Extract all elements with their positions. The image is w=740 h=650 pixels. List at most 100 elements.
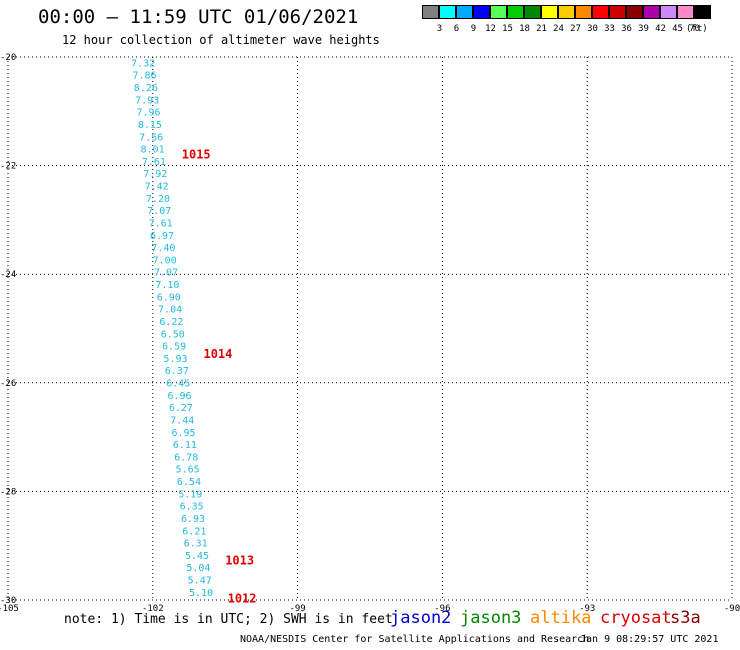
legend-label: 70	[689, 24, 700, 34]
legend-label: 36	[621, 24, 632, 34]
legend-swatch	[609, 5, 626, 19]
lon-tick-label: -96	[434, 604, 450, 614]
legend-label: 27	[570, 24, 581, 34]
lon-tick-label: -90	[724, 604, 740, 614]
wave-height-value: 7.93	[135, 95, 159, 106]
wave-height-value: 8.26	[134, 83, 158, 94]
lat-tick-label: -30	[0, 596, 16, 606]
legend-label: 9	[470, 24, 477, 34]
wave-height-value: 6.96	[167, 391, 191, 402]
wave-height-value: 8.01	[141, 145, 165, 156]
legend-label: 21	[536, 24, 547, 34]
legend-label: 45	[672, 24, 683, 34]
legend-swatch	[456, 5, 473, 19]
wave-height-value: 7.42	[145, 182, 169, 193]
footer-organization: NOAA/NESDIS Center for Satellite Applica…	[240, 634, 590, 645]
legend-label: 6	[453, 24, 460, 34]
pressure-label: 1015	[182, 148, 211, 162]
wave-height-value: 5.10	[189, 588, 213, 599]
wave-height-value: 7.00	[153, 255, 177, 266]
footer-timestamp: Jan 9 08:29:57 UTC 2021	[580, 634, 719, 645]
satellite-s3a: s3a	[670, 608, 701, 628]
legend-swatch	[660, 5, 677, 19]
wave-height-value: 5.04	[186, 563, 210, 574]
page-title: 00:00 – 11:59 UTC 01/06/2021	[38, 6, 359, 28]
wave-height-value: 7.07	[147, 206, 171, 217]
legend-swatch	[626, 5, 643, 19]
wave-height-value: 5.47	[188, 576, 212, 587]
wave-height-value: 6.93	[181, 514, 205, 525]
wave-height-value: 6.21	[182, 526, 206, 537]
wave-height-value: 7.61	[149, 218, 173, 229]
wave-height-value: 6.78	[174, 452, 198, 463]
legend-label: 12	[485, 24, 496, 34]
wave-height-value: 7.04	[158, 305, 182, 316]
wave-height-value: 6.35	[180, 502, 204, 513]
wave-height-value: 7.07	[154, 268, 178, 279]
wave-height-value: 7.32	[131, 58, 155, 69]
legend-swatch	[677, 5, 694, 19]
legend-swatch	[507, 5, 524, 19]
wave-height-value: 7.10	[155, 280, 179, 291]
legend-swatch	[439, 5, 456, 19]
legend-swatch	[524, 5, 541, 19]
legend-swatch	[694, 5, 711, 19]
wave-height-value: 7.56	[139, 132, 163, 143]
legend-unit: (ft)	[686, 24, 708, 34]
legend-swatch	[643, 5, 660, 19]
wave-height-value: 7.40	[151, 243, 175, 254]
legend-swatch	[422, 5, 439, 19]
wave-height-value: 6.27	[169, 403, 193, 414]
legend-label: 39	[638, 24, 649, 34]
lon-tick-label: -99	[289, 604, 305, 614]
pressure-label: 1012	[228, 591, 257, 605]
legend-label: 15	[502, 24, 513, 34]
legend-swatch	[473, 5, 490, 19]
wave-height-value: 7.92	[143, 169, 167, 180]
legend-swatch	[575, 5, 592, 19]
wave-height-value: 6.59	[162, 342, 186, 353]
legend-label: 30	[587, 24, 598, 34]
satellite-jason2: jason2	[390, 608, 452, 628]
satellite-jason3: jason3	[460, 608, 522, 628]
legend-swatch	[490, 5, 507, 19]
wave-height-value: 7.86	[132, 71, 156, 82]
wave-height-value: 6.37	[165, 366, 189, 377]
wave-height-value: 7.61	[142, 157, 166, 168]
wave-height-value: 5.93	[163, 354, 187, 365]
wave-height-value: 6.95	[172, 428, 196, 439]
legend-label: 24	[553, 24, 564, 34]
wave-height-value: 7.20	[146, 194, 170, 205]
legend-swatch	[592, 5, 609, 19]
legend-swatch	[558, 5, 575, 19]
wave-height-value: 7.44	[170, 415, 194, 426]
legend-label: 18	[519, 24, 530, 34]
wave-height-value: 6.90	[157, 292, 181, 303]
legend-label: 42	[655, 24, 666, 34]
wave-height-value: 5.19	[178, 489, 202, 500]
wave-height-value: 6.54	[177, 477, 201, 488]
wave-height-value: 6.31	[184, 539, 208, 550]
lat-tick-label: -26	[0, 379, 16, 389]
pressure-label: 1014	[203, 347, 232, 361]
satellite-cryosat: cryosat	[600, 608, 672, 628]
lat-tick-label: -22	[0, 162, 16, 172]
legend-swatch	[541, 5, 558, 19]
wave-height-value: 6.97	[150, 231, 174, 242]
lon-tick-label: -102	[142, 604, 164, 614]
wave-height-value: 7.96	[136, 108, 160, 119]
wave-height-value: 6.50	[161, 329, 185, 340]
wave-height-value: 6.11	[173, 440, 197, 451]
wave-height-value: 5.65	[176, 465, 200, 476]
lat-tick-label: -28	[0, 487, 16, 497]
lon-tick-label: -93	[579, 604, 595, 614]
lon-tick-label: -105	[0, 604, 19, 614]
wave-height-value: 5.45	[185, 551, 209, 562]
satellite-altika: altika	[530, 608, 592, 628]
legend-label: 33	[604, 24, 615, 34]
pressure-label: 1013	[225, 553, 254, 567]
wave-height-value: 6.22	[159, 317, 183, 328]
wave-height-value: 8.15	[138, 120, 162, 131]
footer-note: note: 1) Time is in UTC; 2) SWH is in fe…	[64, 612, 393, 627]
